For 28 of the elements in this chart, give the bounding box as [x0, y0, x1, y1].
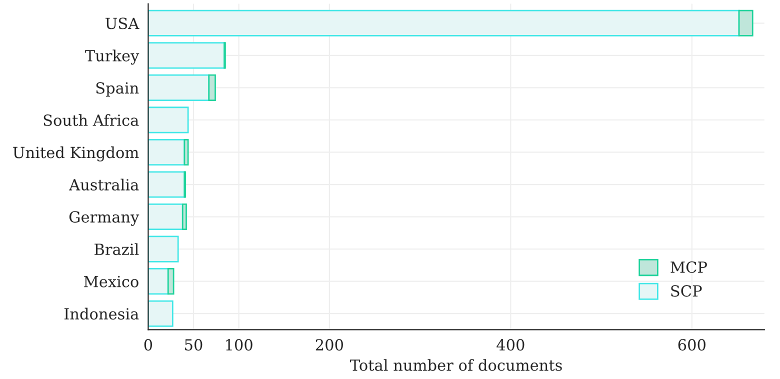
- bar: [167, 268, 174, 295]
- x-tick-label: 50: [185, 339, 202, 351]
- bar: [148, 204, 184, 230]
- bar: [148, 171, 186, 198]
- x-tick-label: 0: [144, 339, 152, 351]
- legend-label: MCP: [670, 261, 707, 273]
- y-tick-label: Turkey: [85, 50, 140, 65]
- bar: [182, 204, 187, 230]
- bar: [738, 10, 754, 36]
- bar: [208, 74, 216, 101]
- y-tick-label: Brazil: [94, 243, 139, 256]
- y-tick-label: Australia: [68, 178, 139, 191]
- y-tick-label: Indonesia: [64, 308, 139, 320]
- y-tick-label: United Kingdom: [13, 146, 139, 162]
- y-tick-label: Germany: [69, 211, 140, 226]
- bar: [184, 138, 189, 166]
- x-tick-label: 600: [678, 339, 706, 351]
- x-axis-title: Total number of documents: [350, 359, 562, 371]
- y-tick-label: USA: [106, 18, 140, 30]
- legend-label: SCP: [671, 285, 702, 297]
- bar: [148, 138, 186, 166]
- x-tick-label: 400: [496, 339, 524, 351]
- x-tick-label: 100: [226, 339, 252, 351]
- x-tick-label: 200: [316, 339, 343, 351]
- y-tick-label: Mexico: [84, 276, 138, 288]
- y-tick-label: Spain: [96, 82, 139, 97]
- y-tick-label: South Africa: [44, 114, 139, 126]
- bar: [148, 268, 169, 295]
